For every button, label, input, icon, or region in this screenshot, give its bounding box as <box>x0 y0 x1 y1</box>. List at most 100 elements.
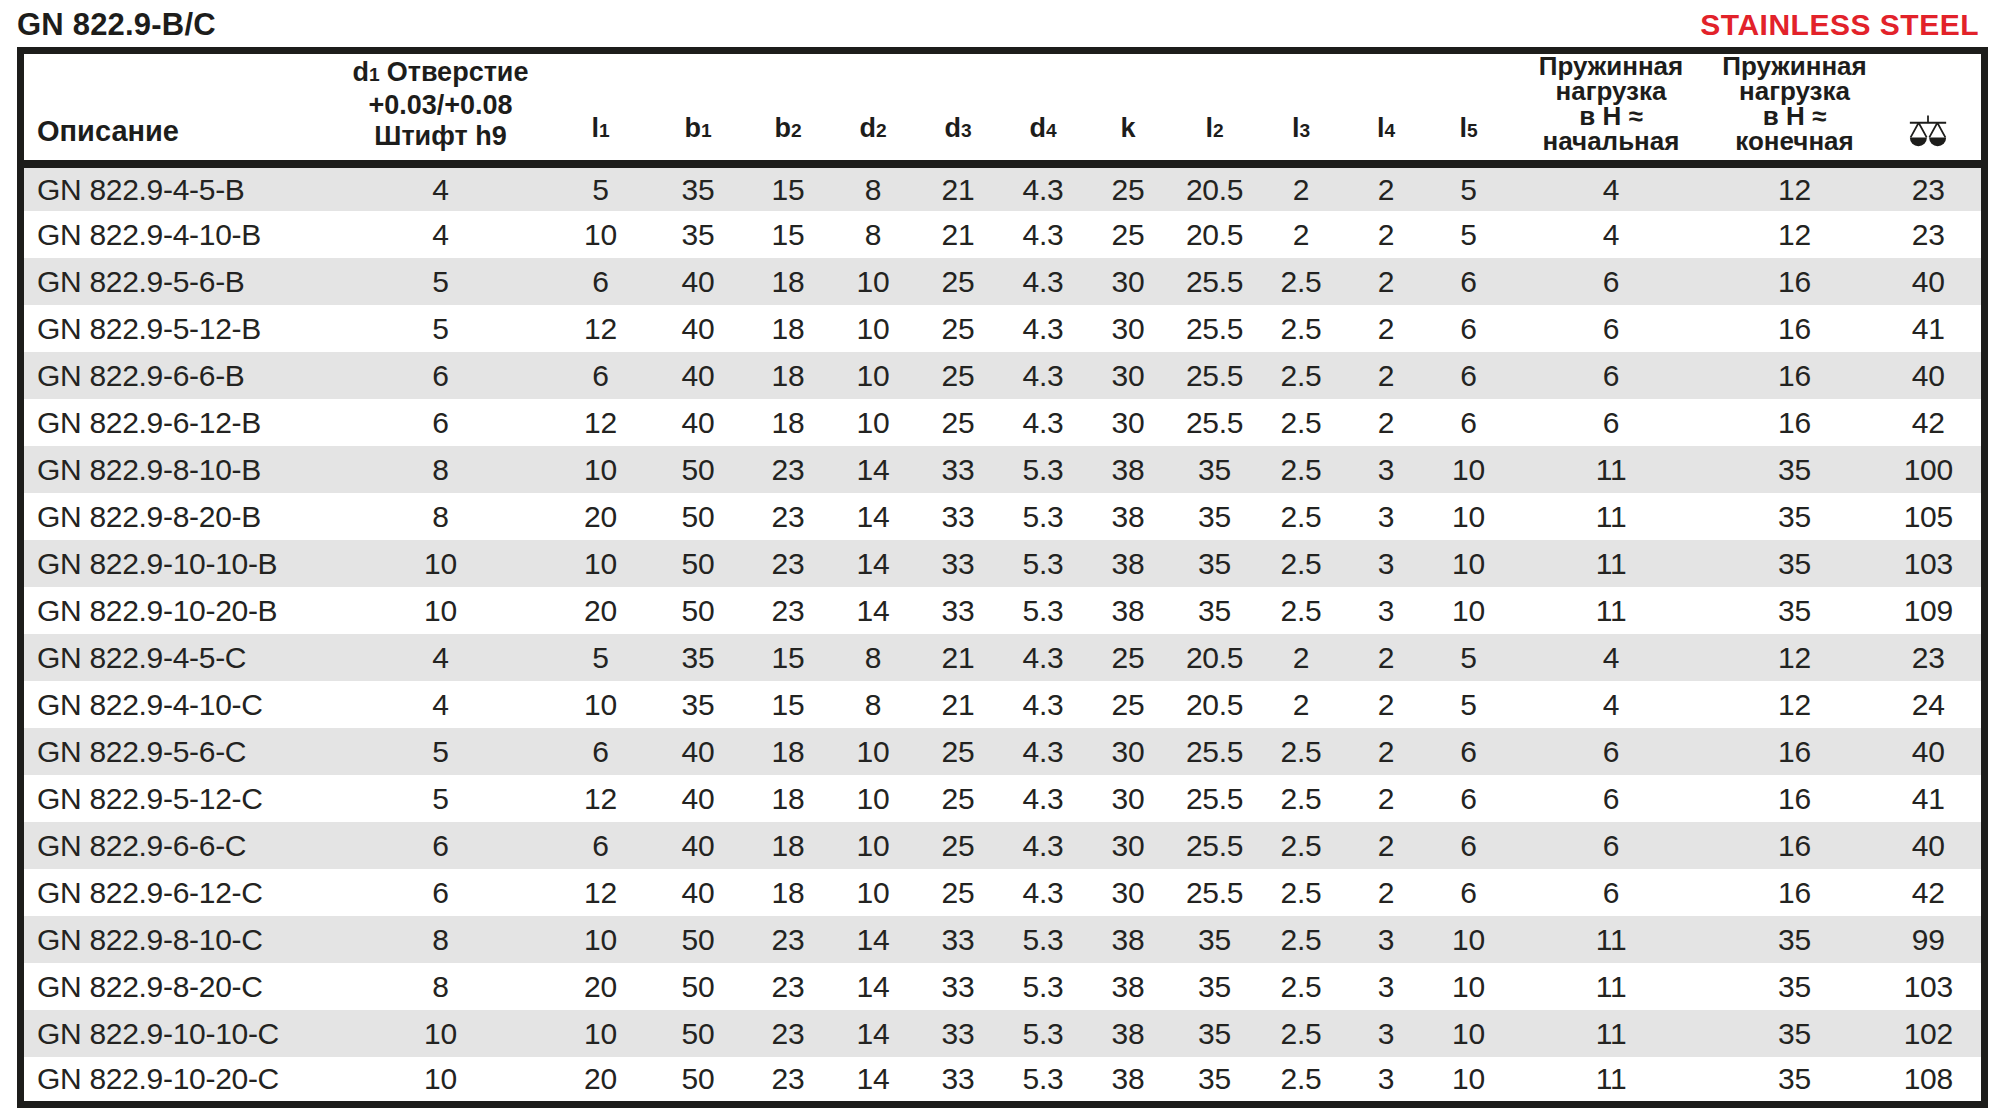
value-cell: 20.5 <box>1171 681 1259 728</box>
value-cell: 33 <box>916 1010 1001 1057</box>
value-cell: 2.5 <box>1259 493 1344 540</box>
spec-table: Описание d1Отверстие +0.03/+0.08 Штифт h… <box>17 47 1988 1108</box>
value-cell: 30 <box>1086 399 1171 446</box>
value-cell: 35 <box>1171 446 1259 493</box>
value-cell: 40 <box>651 258 746 305</box>
value-cell: 25.5 <box>1171 258 1259 305</box>
value-cell: 35 <box>1714 493 1876 540</box>
value-cell: 6 <box>1429 352 1509 399</box>
value-cell: 25.5 <box>1171 869 1259 916</box>
value-cell: 35 <box>1714 963 1876 1010</box>
value-cell: 4 <box>1509 634 1714 681</box>
value-cell: 10 <box>831 399 916 446</box>
value-cell: 5 <box>331 728 551 775</box>
value-cell: 4 <box>331 681 551 728</box>
value-cell: 11 <box>1509 916 1714 963</box>
value-cell: 2 <box>1259 211 1344 258</box>
value-cell: 5 <box>551 164 651 211</box>
value-cell: 30 <box>1086 352 1171 399</box>
value-cell: 2 <box>1344 164 1429 211</box>
value-cell: 2 <box>1259 681 1344 728</box>
value-cell: 40 <box>651 775 746 822</box>
value-cell: 8 <box>831 211 916 258</box>
value-cell: 20 <box>551 493 651 540</box>
value-cell: 16 <box>1714 305 1876 352</box>
value-cell: 23 <box>746 540 831 587</box>
value-cell: 18 <box>746 775 831 822</box>
value-cell: 15 <box>746 211 831 258</box>
value-cell: 40 <box>651 728 746 775</box>
value-cell: 8 <box>331 493 551 540</box>
value-cell: 30 <box>1086 822 1171 869</box>
value-cell: 30 <box>1086 869 1171 916</box>
value-cell: 41 <box>1876 305 1985 352</box>
table-row: GN 822.9-8-10-C810502314335.338352.53101… <box>21 916 1985 963</box>
value-cell: 23 <box>746 587 831 634</box>
value-cell: 50 <box>651 446 746 493</box>
table-row: GN 822.9-10-20-C1020502314335.338352.531… <box>21 1057 1985 1104</box>
page-header: GN 822.9-B/C STAINLESS STEEL <box>0 0 1996 47</box>
value-cell: 99 <box>1876 916 1985 963</box>
value-cell: 35 <box>1714 916 1876 963</box>
value-cell: 25.5 <box>1171 728 1259 775</box>
value-cell: 2 <box>1344 305 1429 352</box>
value-cell: 25.5 <box>1171 399 1259 446</box>
value-cell: 2 <box>1344 399 1429 446</box>
value-cell: 14 <box>831 446 916 493</box>
value-cell: 50 <box>651 587 746 634</box>
value-cell: 2 <box>1344 634 1429 681</box>
value-cell: 11 <box>1509 446 1714 493</box>
part-number-cell: GN 822.9-4-10-C <box>21 681 331 728</box>
value-cell: 14 <box>831 493 916 540</box>
value-cell: 6 <box>1509 399 1714 446</box>
part-number-cell: GN 822.9-5-6-B <box>21 258 331 305</box>
value-cell: 103 <box>1876 540 1985 587</box>
value-cell: 4.3 <box>1001 211 1086 258</box>
table-row: GN 822.9-10-10-C1010502314335.338352.531… <box>21 1010 1985 1057</box>
value-cell: 6 <box>551 822 651 869</box>
value-cell: 3 <box>1344 587 1429 634</box>
value-cell: 40 <box>651 305 746 352</box>
value-cell: 6 <box>551 258 651 305</box>
value-cell: 16 <box>1714 258 1876 305</box>
value-cell: 10 <box>1429 493 1509 540</box>
part-number-cell: GN 822.9-8-10-C <box>21 916 331 963</box>
value-cell: 8 <box>331 963 551 1010</box>
value-cell: 2.5 <box>1259 1010 1344 1057</box>
value-cell: 25.5 <box>1171 352 1259 399</box>
value-cell: 8 <box>831 164 916 211</box>
value-cell: 33 <box>916 540 1001 587</box>
value-cell: 10 <box>1429 1010 1509 1057</box>
value-cell: 10 <box>551 446 651 493</box>
value-cell: 8 <box>331 916 551 963</box>
part-number-cell: GN 822.9-10-10-B <box>21 540 331 587</box>
value-cell: 25 <box>916 869 1001 916</box>
value-cell: 25 <box>916 258 1001 305</box>
value-cell: 2.5 <box>1259 305 1344 352</box>
value-cell: 40 <box>1876 352 1985 399</box>
part-number-cell: GN 822.9-6-6-B <box>21 352 331 399</box>
value-cell: 4.3 <box>1001 775 1086 822</box>
value-cell: 40 <box>651 869 746 916</box>
value-cell: 5.3 <box>1001 587 1086 634</box>
value-cell: 35 <box>1714 1010 1876 1057</box>
value-cell: 18 <box>746 728 831 775</box>
value-cell: 8 <box>831 681 916 728</box>
value-cell: 4.3 <box>1001 258 1086 305</box>
col-header-b1: b1 <box>651 51 746 165</box>
value-cell: 10 <box>831 305 916 352</box>
value-cell: 35 <box>1171 916 1259 963</box>
value-cell: 4 <box>331 634 551 681</box>
value-cell: 4.3 <box>1001 164 1086 211</box>
value-cell: 35 <box>651 164 746 211</box>
value-cell: 11 <box>1509 1010 1714 1057</box>
value-cell: 2 <box>1344 869 1429 916</box>
value-cell: 12 <box>551 869 651 916</box>
value-cell: 21 <box>916 681 1001 728</box>
table-row: GN 822.9-8-20-B820502314335.338352.53101… <box>21 493 1985 540</box>
table-row: GN 822.9-5-6-C56401810254.33025.52.52661… <box>21 728 1985 775</box>
value-cell: 6 <box>551 352 651 399</box>
value-cell: 4.3 <box>1001 352 1086 399</box>
value-cell: 38 <box>1086 446 1171 493</box>
value-cell: 40 <box>1876 728 1985 775</box>
